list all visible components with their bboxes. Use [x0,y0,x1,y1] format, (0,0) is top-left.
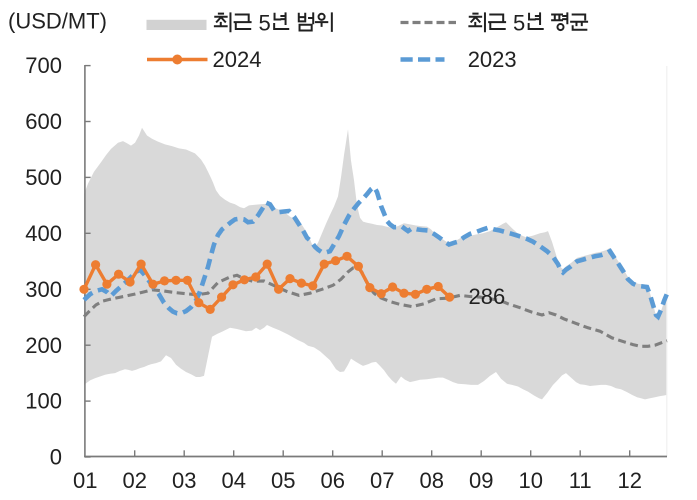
svg-text:10: 10 [518,468,542,493]
svg-text:300: 300 [25,277,62,302]
svg-text:11: 11 [569,468,592,493]
svg-text:02: 02 [122,468,146,493]
svg-text:286: 286 [469,284,506,309]
svg-text:(USD/MT): (USD/MT) [8,9,107,34]
svg-text:05: 05 [271,468,295,493]
svg-text:06: 06 [320,468,344,493]
svg-text:09: 09 [469,468,493,493]
svg-text:100: 100 [25,389,62,414]
svg-text:04: 04 [221,468,245,493]
svg-text:400: 400 [25,221,62,246]
svg-text:08: 08 [419,468,443,493]
svg-text:200: 200 [25,333,62,358]
svg-text:01: 01 [73,468,97,493]
svg-text:2024: 2024 [213,47,262,72]
svg-text:5: 5 [259,11,271,36]
svg-text:500: 500 [25,165,62,190]
svg-text:12: 12 [617,468,641,493]
svg-text:03: 03 [172,468,196,493]
svg-text:07: 07 [370,468,394,493]
svg-text:0: 0 [50,445,62,470]
svg-text:700: 700 [25,53,62,78]
svg-text:600: 600 [25,109,62,134]
svg-text:5: 5 [513,11,525,36]
svg-text:2023: 2023 [468,47,517,72]
